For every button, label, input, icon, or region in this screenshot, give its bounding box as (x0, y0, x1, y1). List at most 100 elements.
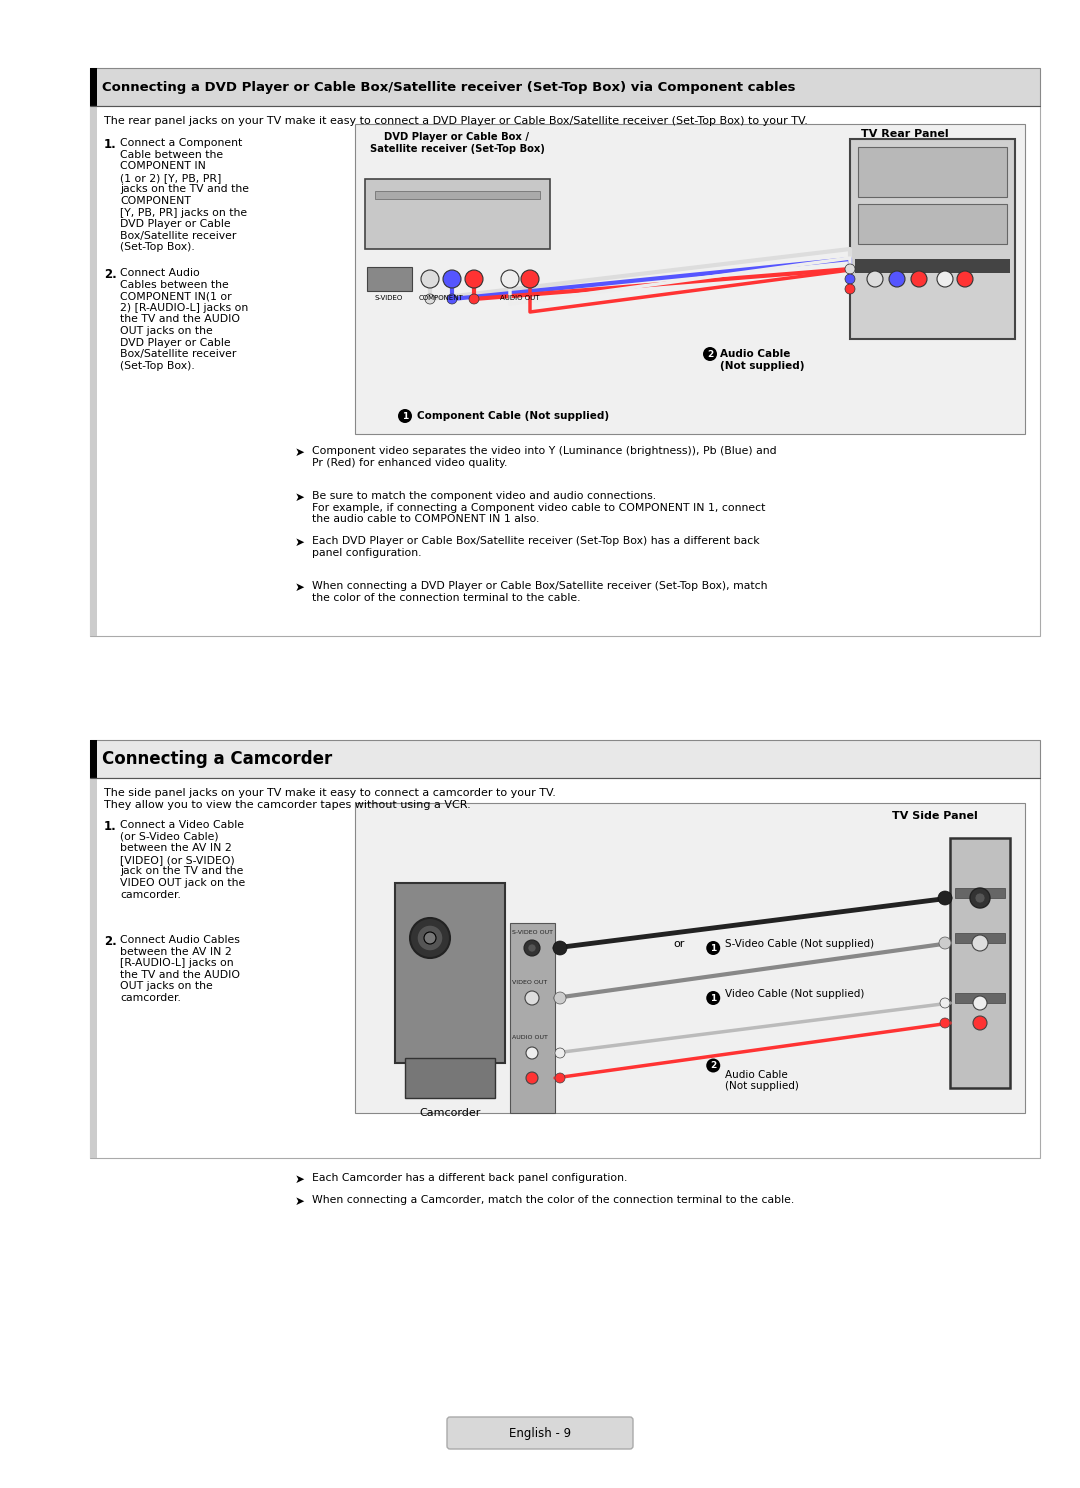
Circle shape (939, 891, 951, 905)
Circle shape (501, 269, 519, 289)
Text: Connecting a DVD Player or Cable Box/Satellite receiver (Set-Top Box) via Compon: Connecting a DVD Player or Cable Box/Sat… (102, 80, 796, 94)
Text: 2.: 2. (104, 934, 117, 948)
Text: Each Camcorder has a different back panel configuration.: Each Camcorder has a different back pane… (312, 1173, 627, 1183)
Text: Connect Audio
Cables between the
COMPONENT IN(1 or
2) [R-AUDIO-L] jacks on
the T: Connect Audio Cables between the COMPONE… (120, 268, 248, 371)
Bar (355, 804, 1025, 1113)
Text: Connecting a Camcorder: Connecting a Camcorder (102, 750, 333, 768)
Text: The side panel jacks on your TV make it easy to connect a camcorder to your TV.
: The side panel jacks on your TV make it … (104, 789, 556, 809)
Bar (850, 138, 1015, 339)
Bar (858, 147, 1007, 196)
Circle shape (889, 271, 905, 287)
Circle shape (972, 934, 988, 951)
Circle shape (524, 940, 540, 955)
Text: ➤: ➤ (295, 536, 305, 549)
Circle shape (555, 1048, 565, 1058)
Text: ➤: ➤ (295, 1173, 305, 1186)
Circle shape (443, 269, 461, 289)
Circle shape (970, 888, 990, 908)
Circle shape (706, 940, 720, 955)
Bar (955, 888, 1005, 897)
Bar (90, 778, 1040, 1158)
Text: When connecting a DVD Player or Cable Box/Satellite receiver (Set-Top Box), matc: When connecting a DVD Player or Cable Bo… (312, 580, 768, 603)
Bar (955, 992, 1005, 1003)
Text: ➤: ➤ (295, 491, 305, 504)
Circle shape (939, 937, 951, 949)
Circle shape (469, 295, 480, 304)
Text: 2: 2 (711, 1061, 716, 1070)
Circle shape (845, 274, 855, 284)
Circle shape (417, 926, 443, 951)
Text: 2.: 2. (104, 268, 117, 281)
Circle shape (973, 1016, 987, 1030)
Bar (90, 68, 1040, 106)
Text: ➤: ➤ (295, 1195, 305, 1208)
Circle shape (421, 269, 438, 289)
Circle shape (973, 995, 987, 1010)
Circle shape (867, 271, 883, 287)
Bar (395, 882, 505, 1062)
Bar (90, 740, 1040, 778)
Bar (367, 266, 411, 292)
Circle shape (525, 991, 539, 1004)
Text: or: or (673, 939, 685, 949)
Text: Video Cable (Not supplied): Video Cable (Not supplied) (726, 990, 865, 998)
Text: S-VIDEO OUT: S-VIDEO OUT (512, 930, 553, 934)
Bar (955, 933, 1005, 943)
Bar (90, 778, 97, 1158)
Text: 2: 2 (707, 350, 713, 359)
Circle shape (706, 991, 720, 1004)
Circle shape (845, 284, 855, 295)
Text: ➤: ➤ (295, 580, 305, 594)
Circle shape (940, 1018, 950, 1028)
Circle shape (528, 943, 536, 952)
Bar (365, 179, 550, 248)
Circle shape (521, 269, 539, 289)
Circle shape (937, 271, 953, 287)
Circle shape (526, 1071, 538, 1083)
Bar (405, 1058, 495, 1098)
Text: S-Video Cable (Not supplied): S-Video Cable (Not supplied) (726, 939, 875, 949)
Text: VIDEO OUT: VIDEO OUT (512, 981, 548, 985)
Text: Audio Cable
(Not supplied): Audio Cable (Not supplied) (726, 1070, 799, 1091)
Text: Audio Cable
(Not supplied): Audio Cable (Not supplied) (720, 350, 805, 371)
Bar (855, 259, 1010, 272)
Text: 1: 1 (711, 994, 716, 1003)
Bar (90, 68, 97, 106)
Bar (950, 838, 1010, 1088)
Text: 1: 1 (711, 943, 716, 952)
Text: Connect Audio Cables
between the AV IN 2
[R-AUDIO-L] jacks on
the TV and the AUD: Connect Audio Cables between the AV IN 2… (120, 934, 240, 1003)
Bar (90, 740, 97, 778)
Circle shape (975, 893, 985, 903)
Circle shape (706, 1058, 720, 1073)
Text: AUDIO OUT: AUDIO OUT (500, 295, 540, 301)
Bar (510, 923, 555, 1113)
Text: Camcorder: Camcorder (419, 1109, 481, 1117)
Text: Connect a Video Cable
(or S-Video Cable)
between the AV IN 2
[VIDEO] (or S-VIDEO: Connect a Video Cable (or S-Video Cable)… (120, 820, 245, 900)
Bar (355, 124, 1025, 434)
Text: Be sure to match the component video and audio connections.
For example, if conn: Be sure to match the component video and… (312, 491, 766, 524)
Text: TV Rear Panel: TV Rear Panel (861, 129, 949, 138)
Text: The rear panel jacks on your TV make it easy to connect a DVD Player or Cable Bo: The rear panel jacks on your TV make it … (104, 116, 808, 126)
Text: ➤: ➤ (295, 446, 305, 458)
Text: When connecting a Camcorder, match the color of the connection terminal to the c: When connecting a Camcorder, match the c… (312, 1195, 794, 1205)
Circle shape (912, 271, 927, 287)
Text: COMPONENT: COMPONENT (419, 295, 463, 301)
Bar (90, 106, 1040, 635)
Bar (90, 106, 97, 635)
Circle shape (447, 295, 457, 304)
Text: Component video separates the video into Y (Luminance (brightness)), Pb (Blue) a: Component video separates the video into… (312, 446, 777, 467)
FancyBboxPatch shape (447, 1417, 633, 1449)
Circle shape (555, 1073, 565, 1083)
Circle shape (957, 271, 973, 287)
Circle shape (554, 992, 566, 1004)
Text: Each DVD Player or Cable Box/Satellite receiver (Set-Top Box) has a different ba: Each DVD Player or Cable Box/Satellite r… (312, 536, 759, 558)
Text: Component Cable (Not supplied): Component Cable (Not supplied) (417, 411, 609, 421)
Bar (858, 204, 1007, 244)
Circle shape (526, 1048, 538, 1059)
Text: DVD Player or Cable Box /
Satellite receiver (Set-Top Box): DVD Player or Cable Box / Satellite rece… (369, 132, 544, 153)
Circle shape (424, 931, 436, 943)
Text: Connect a Component
Cable between the
COMPONENT IN
(1 or 2) [Y, PB, PR]
jacks on: Connect a Component Cable between the CO… (120, 138, 249, 253)
Circle shape (940, 998, 950, 1007)
Text: AUDIO OUT: AUDIO OUT (512, 1036, 548, 1040)
Circle shape (703, 347, 717, 362)
